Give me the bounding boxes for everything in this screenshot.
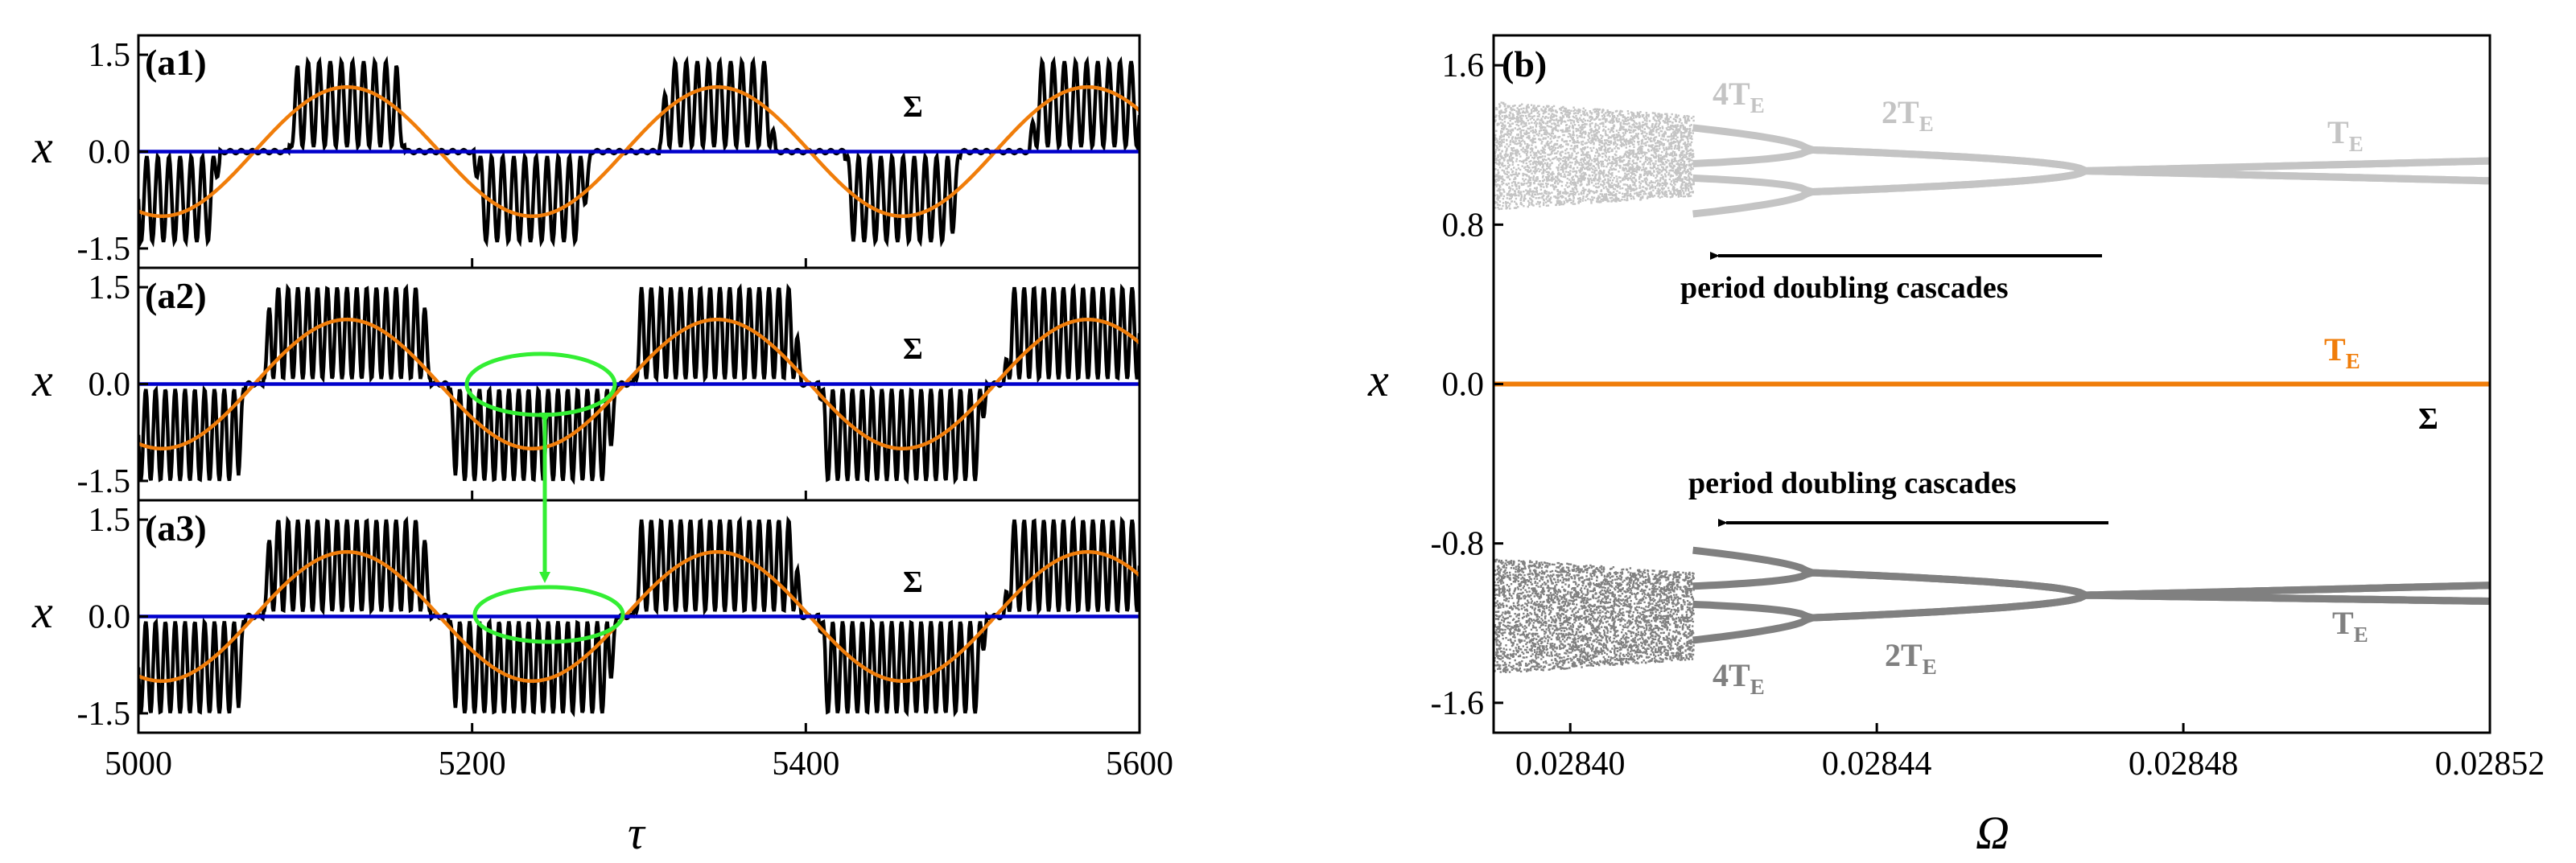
a3-ytick-label: 1.5	[89, 502, 131, 539]
a1-ticks: 1.5 0.0 -1.5	[77, 37, 1141, 268]
a3-xtick-label: 5400	[772, 746, 839, 783]
a3-xlabel: τ	[628, 807, 646, 859]
b-upper-T-label: TE	[2327, 114, 2364, 156]
b-ytick-label: -1.6	[1431, 685, 1485, 722]
b-sigma-label: Σ	[2418, 402, 2438, 436]
b-ytick-label: 0.0	[1442, 367, 1485, 404]
a1-forcing-line	[138, 84, 1140, 219]
b-ytick-label: -0.8	[1431, 526, 1485, 563]
a1-ytick-label: 0.0	[89, 134, 131, 171]
b-xlabel: Ω	[1976, 807, 2009, 859]
a2-ytick-label: -1.5	[77, 463, 131, 500]
a3-ylabel: x	[31, 586, 53, 638]
panel-a3: 1.5 0.0 -1.5 5000 5200 5400 5600 (a3) Σ x τ	[31, 499, 1174, 859]
a1-ytick-label: 1.5	[89, 37, 131, 74]
a3-highlight-ellipse	[472, 585, 625, 644]
b-upper-4T-label: 4TE	[1713, 76, 1765, 117]
b-periodic-orbit-curve	[1692, 166, 2490, 218]
a3-xtick-label: 5000	[105, 746, 172, 783]
a1-panel-label: (a1)	[145, 42, 207, 83]
b-upper-cascade-label: period doubling cascades	[1680, 271, 2009, 305]
b-xtick-label: 0.02852	[2435, 746, 2545, 783]
b-upper-branch	[1494, 101, 2490, 218]
a1-ytick-label: -1.5	[77, 231, 131, 268]
b-chaotic-cloud	[1494, 558, 1695, 673]
panel-a1: 1.5 0.0 -1.5 (a1) Σ x	[31, 34, 1141, 269]
a1-sigma-label: Σ	[903, 90, 923, 124]
b-periodic-orbit-curve	[1692, 591, 2490, 644]
b-xtick-label: 0.02840	[1515, 746, 1626, 783]
a3-xtick-label: 5600	[1106, 746, 1173, 783]
a2-ticks: 1.5 0.0 -1.5	[77, 269, 1141, 500]
b-ytick-label: 0.8	[1442, 207, 1485, 244]
b-panel-label: (b)	[1502, 43, 1547, 84]
a1-ylabel: x	[31, 121, 53, 173]
a2-ytick-label: 1.5	[89, 269, 131, 306]
a2-ylabel: x	[31, 354, 53, 406]
a3-ytick-label: -1.5	[77, 696, 131, 733]
b-xtick-label: 0.02844	[1822, 746, 1932, 783]
a2-ytick-label: 0.0	[89, 367, 131, 404]
a2-sigma-label: Σ	[903, 332, 923, 366]
b-lower-branch	[1494, 546, 2490, 673]
b-lower-4T-label: 4TE	[1713, 657, 1765, 699]
a3-panel-label: (a3)	[145, 508, 207, 549]
b-ylabel: x	[1367, 354, 1389, 406]
a2-panel-label: (a2)	[145, 275, 207, 316]
b-upper-2T-label: 2TE	[1882, 94, 1934, 136]
b-chaotic-cloud	[1494, 101, 1695, 211]
b-xtick-label: 0.02848	[2129, 746, 2239, 783]
b-lower-cascade-label: period doubling cascades	[1688, 466, 2017, 500]
panel-b: 1.6 0.8 0.0 -0.8 -1.6 0.02840 0.02844 0.02848 0.…	[1367, 34, 2545, 859]
b-lower-2T-label: 2TE	[1885, 637, 1937, 679]
b-ytick-label: 1.6	[1442, 47, 1485, 84]
b-equilibrium-label: TE	[2324, 331, 2360, 373]
b-lower-T-label: TE	[2332, 605, 2368, 647]
b-ticks: 1.6 0.8 0.0 -0.8 -1.6 0.02840 0.02844 0.02848 0.…	[1431, 47, 2545, 783]
a2-forcing-line	[138, 317, 1140, 451]
panel-a2: 1.5 0.0 -1.5 (a2) Σ x	[31, 266, 1141, 502]
a3-ticks: 1.5 0.0 -1.5 5000 5200 5400 5600	[77, 502, 1174, 783]
a3-xtick-label: 5200	[439, 746, 506, 783]
a3-sigma-label: Σ	[903, 565, 923, 599]
a3-forcing-line	[138, 549, 1140, 684]
a3-ytick-label: 0.0	[89, 599, 131, 636]
